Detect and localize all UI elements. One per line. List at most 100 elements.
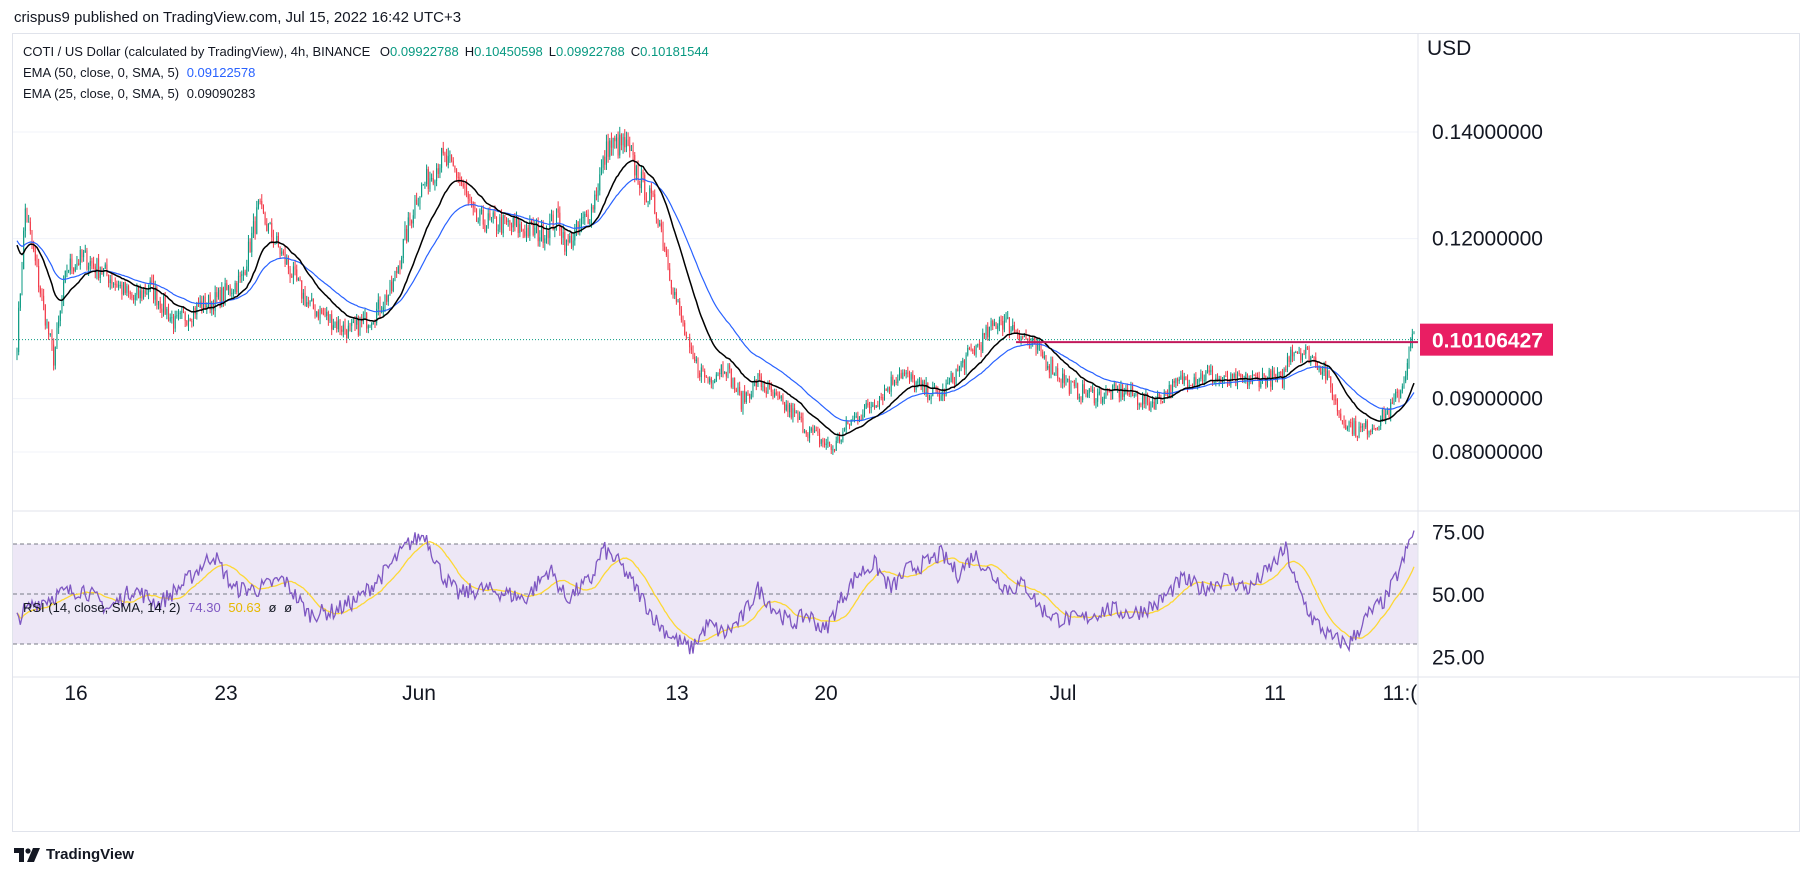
candle [705,375,707,378]
candle [1222,377,1224,389]
candle-body [1381,409,1383,419]
candle-body [447,156,449,166]
candle [138,285,140,299]
candle-body [191,321,193,323]
candle-body [499,217,501,230]
candle-body [1380,418,1382,427]
candle-body [376,308,378,324]
candle-body [357,318,359,335]
candle-body [427,169,429,189]
candle-body [817,431,819,434]
candle [739,381,741,396]
candle [244,269,246,276]
candle-body [397,266,399,273]
candle [471,196,473,208]
candle [977,343,979,348]
candle [544,234,546,251]
candle-body [154,287,156,300]
candle-body [789,404,791,413]
tradingview-logo[interactable]: TradingView [14,846,134,863]
candle-body [682,320,684,323]
candle-body [1072,381,1074,383]
candle-body [336,321,338,330]
candle-body [540,223,543,238]
candle-body [710,378,712,384]
candle [76,256,78,270]
candle-body [599,174,601,191]
candle [1356,435,1358,442]
candle [364,308,366,320]
candle-body [76,263,78,268]
candle-body [1413,331,1415,334]
candle-body [652,193,654,195]
candle [595,187,597,201]
candle [910,372,912,382]
candle-body [1090,388,1092,391]
candle [1150,401,1152,413]
rsi-extra-1: ø [268,600,277,615]
candle-body [186,320,188,325]
candle [346,328,348,344]
candle [1080,396,1082,405]
candle [207,294,209,307]
candle-body [1065,379,1067,384]
candle [1235,368,1237,387]
candle-body [550,214,552,221]
candle-body [565,239,567,252]
candle-body [517,218,519,233]
candle-body [394,271,396,280]
candle-body [356,318,358,325]
candle-body [837,437,839,441]
candle-body [1356,435,1358,437]
candle [54,346,56,370]
candle [199,295,201,309]
candle [918,377,920,386]
candle [1078,393,1080,403]
candle-body [880,396,882,398]
candle-body [1008,317,1010,334]
candle [81,249,83,263]
candle [484,219,486,233]
candle [191,318,193,328]
candle-body [1295,352,1297,354]
candle [1371,424,1373,435]
candle-body [1203,379,1205,381]
candle-body [615,137,617,142]
candle-body [684,322,686,336]
candle-body [1063,373,1065,384]
candle [1053,372,1055,376]
candle [715,372,717,383]
candle-body [839,437,841,442]
candle-body [1301,353,1303,361]
candle-body [687,337,689,339]
candle [467,191,469,206]
candle [888,386,891,395]
candle [780,395,782,402]
candle-body [998,319,1000,326]
candle-body [755,379,757,387]
candle [1102,396,1104,406]
candle-body [402,238,404,258]
candle [720,364,722,378]
candle [714,378,716,384]
candle-body [116,283,118,288]
candle [659,219,661,227]
candle [654,189,656,215]
candle-body [947,382,949,384]
time-tick-label: 11 [1264,682,1286,705]
candle [1411,328,1413,349]
candle-body [952,373,954,382]
candle-body [943,388,945,397]
candle-body [1150,403,1152,411]
candle-body [54,347,56,366]
price-tick-label: 0.12000000 [1432,228,1543,251]
candle-body [1336,399,1338,412]
candle [1052,356,1054,375]
candle [1098,387,1100,396]
candle-body [346,330,348,339]
candle [972,348,974,354]
candle [1350,418,1352,428]
candle-body [794,408,796,414]
candle-body [679,301,681,310]
